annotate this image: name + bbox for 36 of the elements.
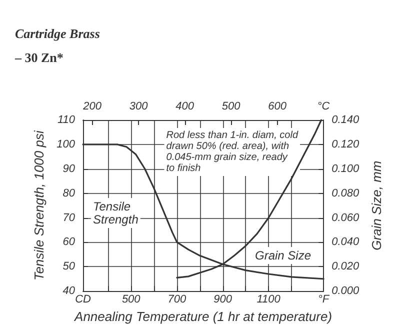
y2-axis-title: Grain Size, mm [369,160,384,250]
y2-tick-label: 0.060 [332,212,360,224]
y-tick-label: 70 [62,212,76,224]
y-tick-label: 60 [62,236,76,248]
x2-tick-label: 500 [222,100,242,112]
y2-tick-label: 0.020 [332,260,360,273]
x-tick-label: °F [318,294,330,306]
y2-tick-label: 0.120 [332,138,360,150]
chart-title: Cartridge Brass [15,26,100,41]
x-axis-title: Annealing Temperature (1 hr at temperature) [74,309,332,324]
y2-tick-label: 0.080 [332,187,360,200]
y-tick-label: 100 [56,138,76,150]
annotation: Grain Size [255,248,312,262]
x-tick-label: 700 [168,294,187,306]
x-tick-label: CD [75,294,91,306]
x2-tick-label: 400 [176,100,195,112]
x2-tick-label: 600 [268,100,288,112]
y2-tick-label: 0.100 [332,162,360,175]
y-tick-label: 50 [62,260,76,273]
y-tick-label: 110 [57,114,76,126]
y2-tick-label: 0.040 [332,236,360,248]
y-axis-title: Tensile Strength, 1000 psi [32,130,47,280]
y-tick-label: 80 [62,187,76,200]
x-tick-label: 1100 [256,294,282,306]
x2-tick-label: 200 [82,100,102,112]
y2-tick-label: 0.000 [332,285,360,298]
x-tick-label: 900 [214,294,233,306]
y2-tick-label: 0.140 [332,114,360,126]
x-tick-label: 500 [122,294,142,306]
chart-subtitle: – 30 Zn* [14,50,64,65]
x2-tick-label: °C [317,100,330,112]
annotation: Rod less than 1-in. diam, cold drawn 50% (red. area), with 0.045-mm grain size, ready to finish [166,130,298,174]
y-tick-label: 90 [62,162,76,175]
y-tick-label: 40 [62,285,76,298]
x2-tick-label: 300 [129,100,149,112]
annotation: Tensile Strength [93,200,139,226]
